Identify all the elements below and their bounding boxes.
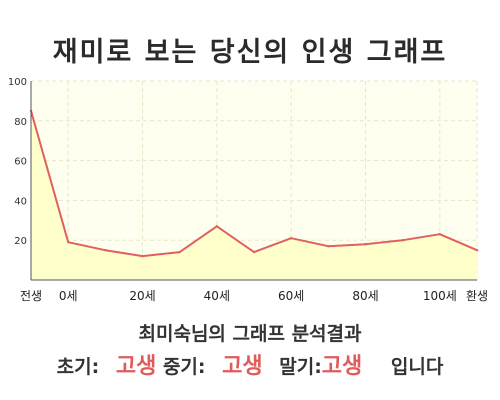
middle-value: 고생	[222, 354, 263, 379]
y-tick-label-4: 100	[8, 77, 27, 88]
x-tick-label-7: 환생	[466, 289, 488, 303]
data-point-2	[104, 249, 107, 252]
data-point-5	[215, 225, 218, 228]
data-point-1	[67, 241, 70, 244]
series-area	[31, 110, 477, 280]
y-tick-label-1: 40	[14, 196, 27, 207]
data-point-4	[178, 250, 181, 254]
chart-subtitle: 최미숙님의 그래프 분석결과	[138, 323, 362, 345]
y-tick-label-0: 20	[14, 236, 27, 247]
x-tick-label-0: 전생	[20, 289, 42, 303]
early-value: 고생	[115, 354, 157, 379]
x-tick-label-6: 100세	[423, 289, 457, 303]
data-point-8	[327, 245, 330, 248]
x-tick-label-5: 80세	[352, 289, 378, 303]
data-point-10	[401, 239, 404, 242]
data-point-11	[438, 233, 441, 236]
data-point-12	[475, 249, 479, 252]
late-value: 고생	[321, 354, 363, 379]
data-point-6	[252, 250, 256, 254]
late-label: 말기:	[279, 356, 322, 378]
x-tick-label-1: 0세	[59, 289, 78, 303]
data-point-3	[141, 254, 144, 258]
summary-suffix: 입니다	[390, 356, 444, 378]
middle-label: 중기:	[162, 356, 206, 378]
data-point-7	[290, 237, 293, 240]
early-label: 초기:	[56, 356, 100, 378]
x-tick-label-2: 20세	[129, 289, 155, 303]
result-summary: 초기: 고생 중기: 고생 말기:고생 입니다	[0, 348, 500, 380]
x-tick-label-3: 40세	[204, 289, 230, 303]
data-point-9	[364, 243, 367, 246]
y-tick-label-2: 60	[14, 157, 27, 168]
page-title: 재미로 보는 당신의 인생 그래프	[52, 37, 448, 68]
y-tick-label-3: 80	[14, 117, 27, 128]
x-tick-label-4: 60세	[278, 289, 304, 303]
